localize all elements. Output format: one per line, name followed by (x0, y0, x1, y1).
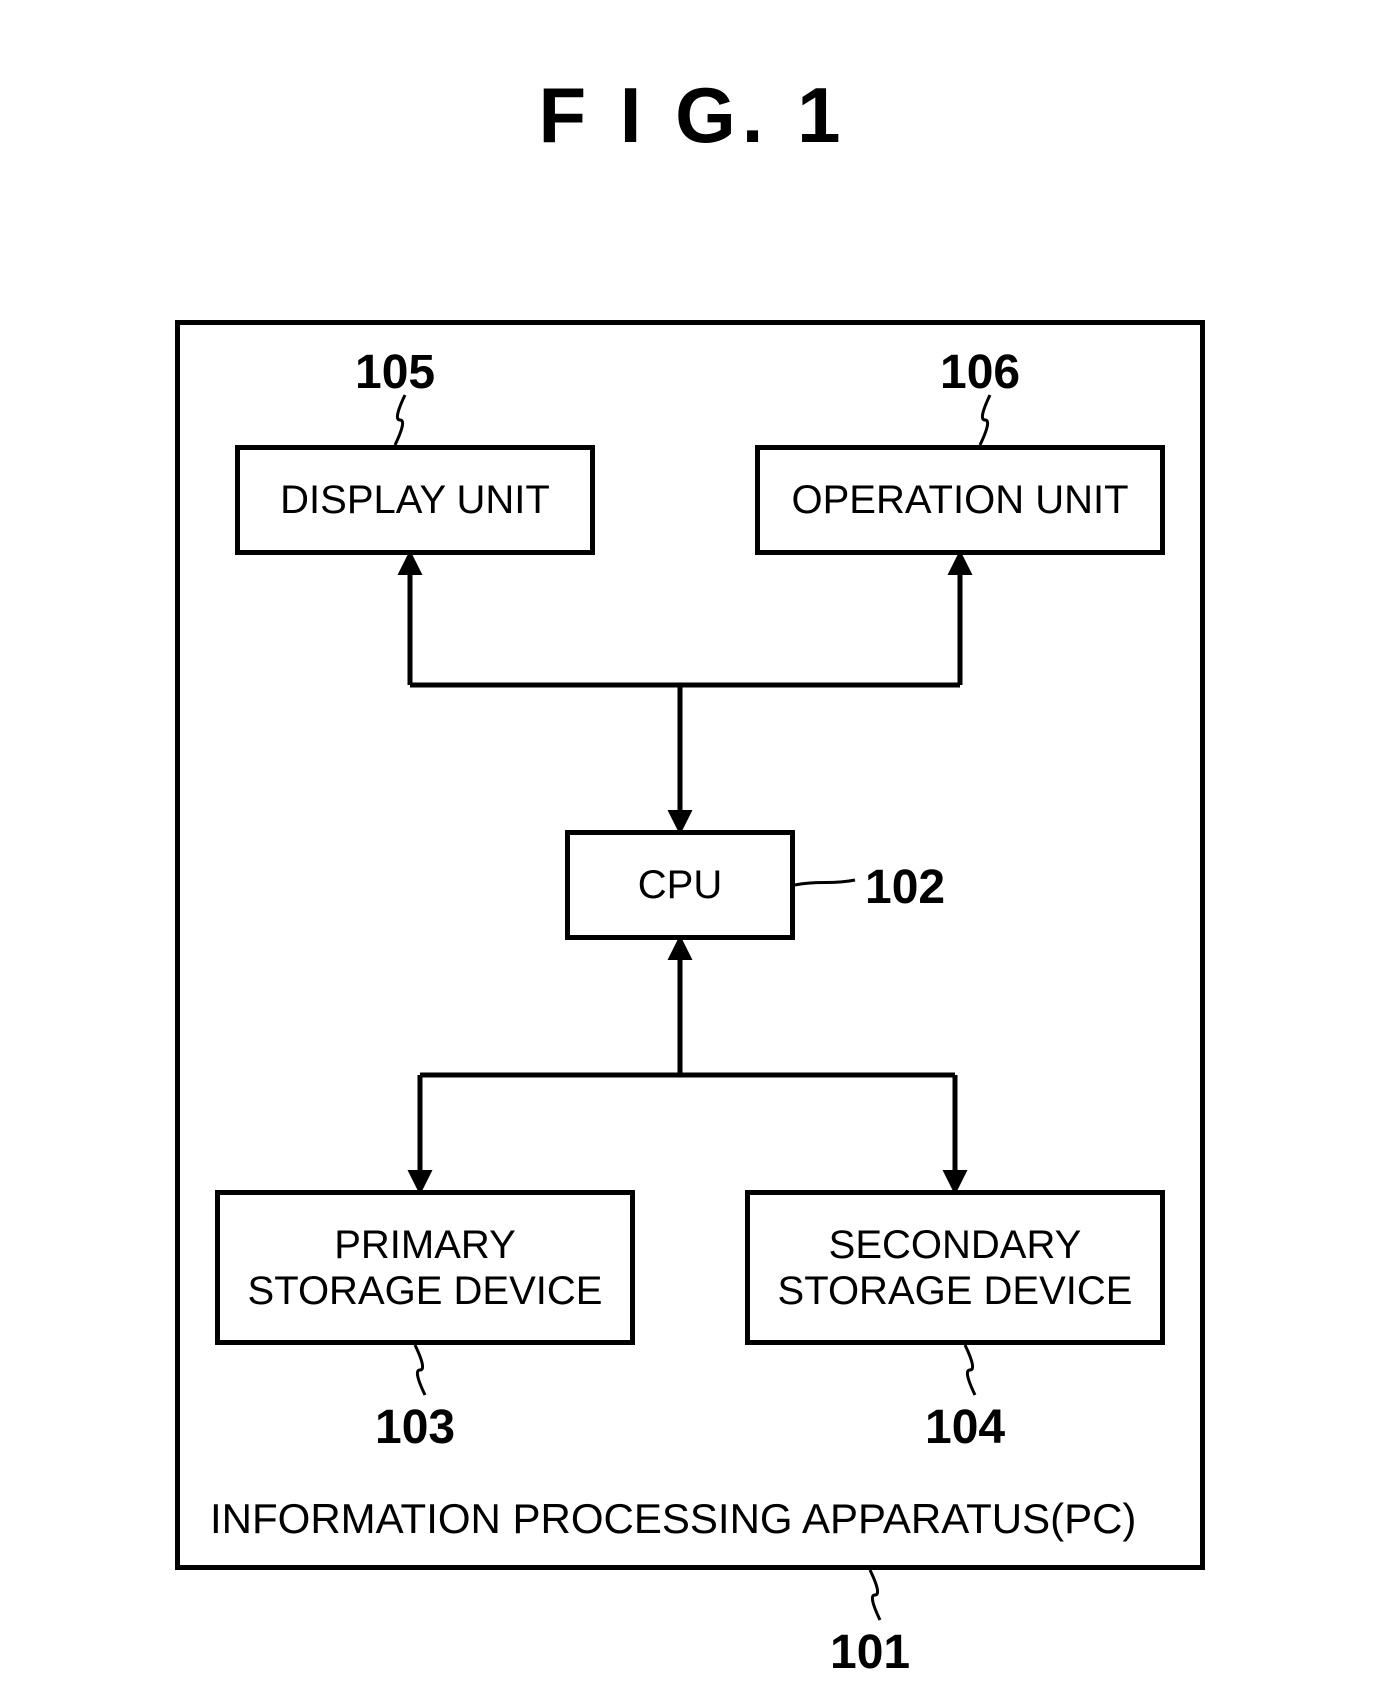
connectors-svg (0, 0, 1385, 1698)
